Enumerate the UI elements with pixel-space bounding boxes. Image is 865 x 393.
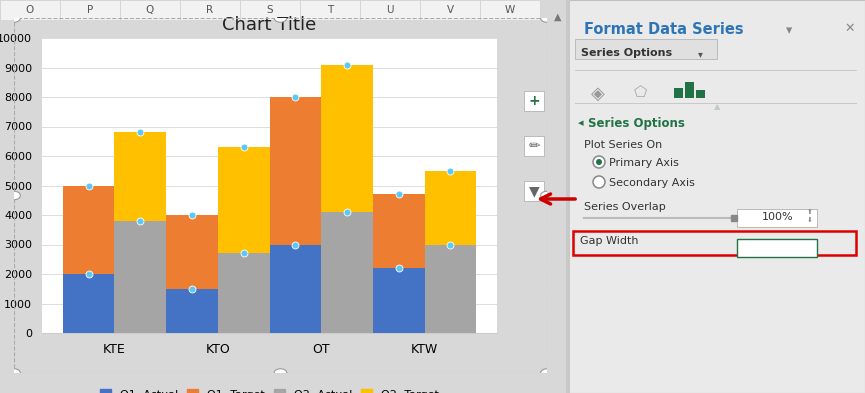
Bar bbox=[425, 244, 477, 333]
Bar bbox=[114, 132, 166, 333]
Bar bbox=[218, 253, 270, 333]
Bar bbox=[321, 64, 373, 333]
Text: ✏: ✏ bbox=[529, 139, 540, 153]
Text: U: U bbox=[387, 5, 394, 15]
Text: ▼: ▼ bbox=[529, 184, 539, 198]
Bar bbox=[270, 97, 321, 333]
Bar bbox=[120, 0, 180, 20]
FancyBboxPatch shape bbox=[523, 91, 544, 111]
Bar bbox=[240, 0, 300, 20]
FancyBboxPatch shape bbox=[737, 209, 817, 227]
Text: ▲: ▲ bbox=[554, 12, 561, 22]
FancyBboxPatch shape bbox=[575, 39, 717, 59]
Bar bbox=[674, 88, 683, 98]
FancyBboxPatch shape bbox=[573, 231, 856, 255]
Text: ⬆
⬇: ⬆ ⬇ bbox=[807, 209, 813, 222]
Text: Primary Axis: Primary Axis bbox=[609, 158, 679, 168]
Bar bbox=[480, 0, 540, 20]
Bar bbox=[166, 289, 218, 333]
Bar bbox=[373, 195, 425, 333]
Text: 100%: 100% bbox=[762, 212, 794, 222]
Circle shape bbox=[8, 14, 21, 22]
Bar bbox=[218, 147, 270, 333]
Circle shape bbox=[541, 369, 554, 377]
Bar bbox=[270, 244, 321, 333]
Text: P: P bbox=[86, 5, 93, 15]
Text: S: S bbox=[266, 5, 273, 15]
Circle shape bbox=[8, 191, 21, 200]
Text: ▾: ▾ bbox=[698, 49, 703, 59]
Text: ◈: ◈ bbox=[591, 85, 605, 103]
Text: O: O bbox=[26, 5, 34, 15]
Bar bbox=[685, 82, 694, 98]
Text: Series Overlap: Series Overlap bbox=[584, 202, 666, 212]
Text: Secondary Axis: Secondary Axis bbox=[609, 178, 695, 188]
Text: ▲: ▲ bbox=[714, 102, 721, 111]
Bar bbox=[300, 0, 360, 20]
Bar bbox=[62, 274, 114, 333]
Text: Q: Q bbox=[146, 5, 154, 15]
Text: R: R bbox=[207, 5, 214, 15]
Text: W: W bbox=[505, 5, 516, 15]
Text: ◂: ◂ bbox=[578, 118, 584, 128]
Bar bbox=[114, 221, 166, 333]
Text: ⬠: ⬠ bbox=[634, 85, 647, 100]
Bar bbox=[180, 0, 240, 20]
Title: Chart Title: Chart Title bbox=[222, 16, 317, 34]
Circle shape bbox=[596, 159, 602, 165]
Bar bbox=[696, 90, 705, 98]
Text: Series Options: Series Options bbox=[581, 48, 672, 58]
Text: ⬆
⬇: ⬆ ⬇ bbox=[807, 242, 813, 255]
Bar bbox=[566, 0, 570, 393]
Text: ▾: ▾ bbox=[786, 24, 792, 37]
Bar bbox=[0, 0, 60, 20]
Text: Format Data Series: Format Data Series bbox=[584, 22, 744, 37]
Text: Series Options: Series Options bbox=[588, 117, 685, 130]
Circle shape bbox=[274, 369, 287, 377]
Bar bbox=[425, 171, 477, 333]
Text: 0%: 0% bbox=[769, 242, 787, 252]
Circle shape bbox=[274, 14, 287, 22]
Text: V: V bbox=[446, 5, 453, 15]
FancyBboxPatch shape bbox=[737, 239, 817, 257]
Bar bbox=[373, 268, 425, 333]
Circle shape bbox=[8, 369, 21, 377]
Circle shape bbox=[593, 156, 605, 168]
Text: Gap Width: Gap Width bbox=[580, 236, 638, 246]
FancyBboxPatch shape bbox=[523, 136, 544, 156]
Circle shape bbox=[593, 176, 605, 188]
Text: Plot Series On: Plot Series On bbox=[584, 140, 663, 150]
Bar bbox=[420, 0, 480, 20]
Legend: Q1- Actual, Q1- Target, Q2- Actual, Q2- Target: Q1- Actual, Q1- Target, Q2- Actual, Q2- … bbox=[96, 385, 444, 393]
Bar bbox=[321, 212, 373, 333]
Bar bbox=[60, 0, 120, 20]
Text: +: + bbox=[529, 94, 540, 108]
Text: ✕: ✕ bbox=[844, 22, 855, 35]
Text: T: T bbox=[327, 5, 333, 15]
Circle shape bbox=[541, 191, 554, 200]
Bar bbox=[360, 0, 420, 20]
Circle shape bbox=[541, 14, 554, 22]
FancyBboxPatch shape bbox=[523, 181, 544, 201]
Bar bbox=[62, 185, 114, 333]
Bar bbox=[166, 215, 218, 333]
